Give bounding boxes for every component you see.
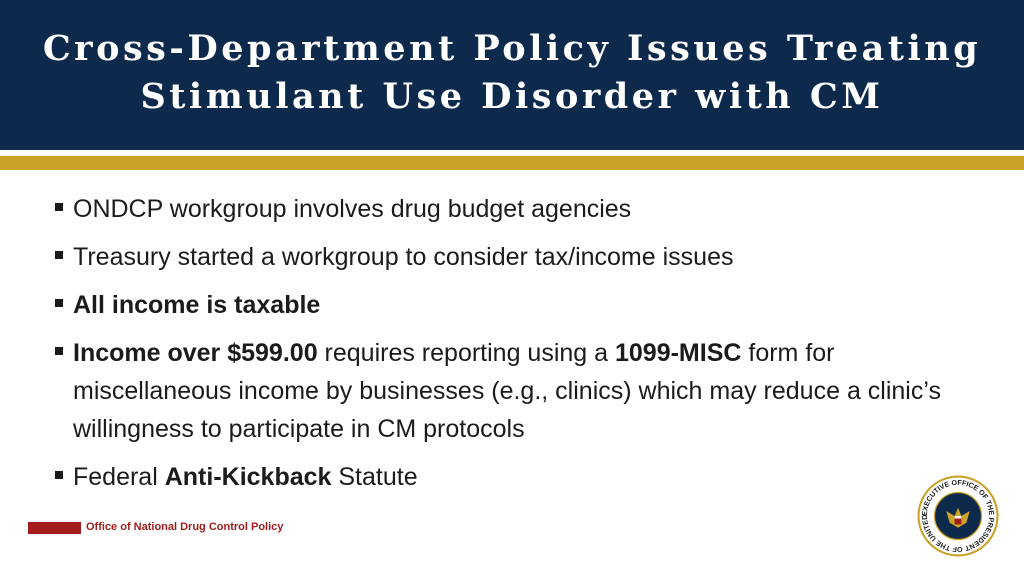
income-threshold: Income over $599.00 (73, 339, 318, 367)
bullet-item-anti-kickback: Federal Anti-Kickback Statute (55, 458, 965, 496)
bullet-text: Treasury started a workgroup to consider… (73, 243, 734, 271)
square-bullet-icon (55, 203, 63, 211)
slide-title-line-1: Cross-Department Policy Issues Treating (42, 28, 982, 69)
gold-divider (0, 156, 1024, 170)
bullet-item-income-reporting: Income over $599.00 requires reporting u… (55, 334, 965, 448)
slide-title-line-2: Stimulant Use Disorder with CM (140, 76, 884, 117)
form-name: 1099-MISC (614, 339, 742, 367)
footer-accent-bar (28, 522, 81, 534)
square-bullet-icon (55, 299, 63, 307)
bullet-text: form for miscellaneous income by busines… (73, 339, 941, 443)
square-bullet-icon (55, 251, 63, 259)
statute-name: Anti-Kickback (164, 463, 332, 491)
bullet-item-treasury: Treasury started a workgroup to consider… (55, 238, 965, 276)
bullet-item-workgroup: ONDCP workgroup involves drug budget age… (55, 190, 965, 228)
title-banner: Cross-Department Policy Issues Treating … (0, 0, 1024, 150)
square-bullet-icon (55, 347, 63, 355)
bullet-text: Federal (73, 463, 165, 491)
bullet-item-taxable: All income is taxable (55, 286, 965, 324)
square-bullet-icon (55, 471, 63, 479)
slide-title: Cross-Department Policy Issues Treating … (23, 25, 1001, 121)
presidential-seal-icon: EXECUTIVE OFFICE OF THE PRESIDENT OF THE… (916, 474, 1000, 558)
bullet-text-bold: All income is taxable (73, 291, 321, 319)
bullet-text: Statute (331, 463, 418, 491)
bullet-list: ONDCP workgroup involves drug budget age… (55, 190, 965, 506)
bullet-text: requires reporting using a (317, 339, 615, 367)
footer-org-label: Office of National Drug Control Policy (86, 521, 284, 533)
bullet-text: ONDCP workgroup involves drug budget age… (73, 195, 632, 223)
